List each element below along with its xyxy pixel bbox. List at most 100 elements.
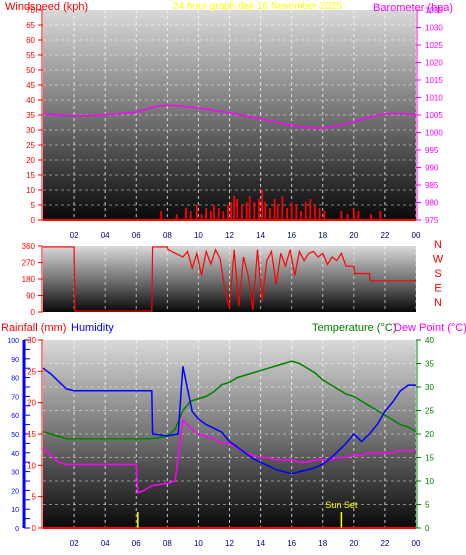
baro-axis-label: 975	[425, 216, 439, 225]
compass-label: E	[434, 283, 441, 295]
baro-axis-label: 1015	[425, 76, 443, 85]
wind-bar	[185, 208, 187, 220]
wind-bar	[357, 211, 360, 220]
x-tick-label: 06	[132, 539, 141, 548]
wind-bar	[189, 211, 192, 220]
wind-bar	[264, 202, 267, 220]
rain-axis-label: 0	[32, 524, 37, 533]
temp-axis-label: 20	[425, 430, 434, 439]
compass-label: S	[434, 268, 441, 280]
x-tick-label: 04	[101, 539, 110, 548]
wind-axis-label: 30	[26, 126, 35, 135]
direction-axis-label: 270	[22, 259, 36, 268]
wind-bar	[370, 214, 372, 220]
baro-axis-label: 1030	[425, 24, 443, 33]
x-tick-label: 10	[194, 231, 203, 240]
rain-axis-label: 30	[27, 336, 36, 345]
wind-bar	[273, 199, 276, 220]
direction-axis-label: 360	[22, 242, 36, 251]
baro-axis-label: 1010	[425, 94, 443, 103]
x-tick-label: 14	[256, 231, 265, 240]
wind-bar	[309, 199, 312, 220]
wind-bar	[175, 214, 178, 220]
wind-bar	[233, 196, 236, 220]
temp-axis-label: 15	[425, 454, 434, 463]
x-tick-label: 18	[318, 231, 327, 240]
rain-axis-label: 15	[27, 430, 36, 439]
temp-axis-label: 40	[425, 336, 434, 345]
wind-axis-label: 0	[31, 216, 36, 225]
wind-bar	[379, 211, 382, 220]
wind-bar	[346, 214, 349, 220]
humidity-axis-label: 90	[11, 357, 19, 364]
wind-bar	[258, 199, 260, 220]
wind-axis-label: 20	[26, 156, 35, 165]
wind-axis-label: 55	[26, 51, 35, 60]
temp-axis-label: 35	[425, 360, 434, 369]
x-tick-label: 12	[225, 231, 234, 240]
wind-axis-label: 40	[26, 96, 35, 105]
wind-axis-label: 65	[26, 21, 35, 30]
wind-axis-label: 25	[26, 141, 35, 150]
x-tick-label: 22	[380, 539, 389, 548]
baro-axis-label: 990	[425, 164, 439, 173]
wind-bar	[217, 208, 220, 220]
baro-axis-label: 980	[425, 199, 439, 208]
rainfall-axis-title: Rainfall (mm)	[1, 322, 66, 334]
wind-bar	[205, 208, 208, 220]
baro-axis-label: 1000	[425, 129, 443, 138]
temp-axis-label: 10	[425, 477, 434, 486]
humidity-axis-label: 40	[11, 451, 19, 458]
wind-axis-label: 50	[26, 66, 35, 75]
compass-label: W	[433, 254, 444, 266]
barometer-line	[42, 104, 417, 129]
wind-bar	[253, 202, 256, 220]
barometer-axis-title: Barometer (hpa)	[373, 2, 453, 14]
wind-bar	[281, 196, 284, 220]
x-tick-label: 06	[132, 231, 141, 240]
humidity-axis-label: 100	[7, 338, 19, 345]
humidity-axis-label: 70	[11, 394, 19, 401]
x-tick-label: 10	[194, 539, 203, 548]
wind-bar	[248, 196, 251, 220]
windspeed-axis-title: Windspeed (kph)	[5, 1, 88, 13]
temp-axis-label: 30	[425, 383, 434, 392]
humidity-line	[42, 366, 416, 475]
wind-bar	[286, 208, 288, 220]
humidity-axis-label: 10	[11, 507, 19, 514]
direction-axis-label: 90	[26, 292, 35, 301]
baro-axis-label: 1005	[425, 111, 443, 120]
rain-axis-label: 20	[27, 399, 36, 408]
x-tick-label: 08	[163, 539, 172, 548]
compass-label: N	[434, 239, 442, 251]
baro-axis-label: 1020	[425, 59, 443, 68]
wind-bar	[340, 211, 343, 220]
humidity-axis-title: Humidity	[71, 322, 114, 334]
humidity-axis-label: 80	[11, 376, 19, 383]
wind-bar	[245, 202, 248, 220]
temperature-line	[42, 360, 417, 440]
chart-title: 24 hour graph day 16 November 2025	[173, 1, 342, 12]
wind-bar	[318, 208, 321, 220]
humidity-axis-label: 0	[15, 526, 19, 533]
wind-bar	[222, 211, 225, 220]
rain-axis-label: 5	[32, 493, 37, 502]
x-tick-label: 18	[318, 539, 327, 548]
x-tick-label: 12	[225, 539, 234, 548]
x-tick-label: 00	[412, 231, 421, 240]
baro-axis-label: 985	[425, 181, 439, 190]
temp-axis-label: 25	[425, 407, 434, 416]
x-tick-label: 02	[70, 231, 79, 240]
wind-axis-label: 70	[26, 6, 35, 15]
compass-label: N	[434, 297, 442, 309]
wind-bar	[261, 190, 264, 220]
wind-bar	[295, 205, 298, 220]
wind-bar	[227, 205, 229, 220]
wind-bar	[209, 211, 212, 220]
sunset-label: Sun Set	[325, 500, 358, 510]
wind-bar	[230, 202, 232, 220]
baro-axis-label: 1025	[425, 41, 443, 50]
wind-bar	[160, 211, 163, 220]
wind-axis-label: 60	[26, 36, 35, 45]
